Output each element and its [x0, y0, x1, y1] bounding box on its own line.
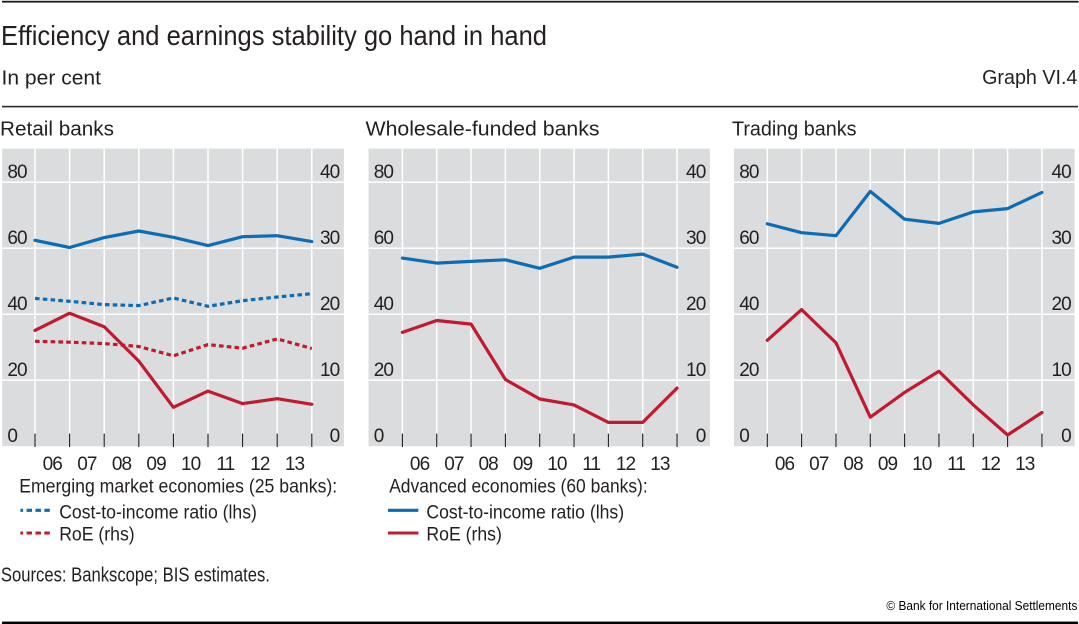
svg-text:80: 80 [374, 162, 394, 183]
svg-text:0: 0 [739, 426, 749, 447]
svg-text:0: 0 [374, 426, 384, 447]
svg-text:Cost-to-income ratio (lhs): Cost-to-income ratio (lhs) [426, 502, 624, 524]
svg-text:40: 40 [320, 162, 340, 183]
svg-text:10: 10 [320, 360, 340, 381]
svg-text:30: 30 [1051, 228, 1071, 249]
svg-text:07: 07 [809, 454, 829, 475]
svg-text:Cost-to-income ratio (lhs): Cost-to-income ratio (lhs) [59, 502, 257, 524]
svg-text:80: 80 [7, 162, 27, 183]
svg-text:13: 13 [1015, 454, 1035, 475]
svg-text:In per cent: In per cent [2, 68, 102, 90]
svg-text:08: 08 [112, 454, 132, 475]
svg-text:80: 80 [739, 162, 759, 183]
svg-text:11: 11 [582, 454, 600, 475]
svg-text:60: 60 [7, 228, 27, 249]
svg-text:30: 30 [686, 228, 706, 249]
svg-text:0: 0 [1061, 426, 1071, 447]
svg-text:RoE (rhs): RoE (rhs) [59, 524, 135, 546]
svg-text:Trading banks: Trading banks [732, 119, 857, 141]
svg-text:Efficiency and earnings stabil: Efficiency and earnings stability go han… [1, 20, 547, 51]
svg-text:40: 40 [686, 162, 706, 183]
svg-text:06: 06 [775, 454, 795, 475]
svg-text:06: 06 [410, 454, 430, 475]
svg-text:20: 20 [320, 294, 340, 315]
svg-text:Emerging market economies (25: Emerging market economies (25 banks): [19, 476, 337, 498]
svg-text:20: 20 [1051, 294, 1071, 315]
svg-text:60: 60 [739, 228, 759, 249]
svg-text:07: 07 [77, 454, 97, 475]
svg-text:0: 0 [696, 426, 706, 447]
svg-text:40: 40 [1051, 162, 1071, 183]
svg-text:12: 12 [616, 454, 636, 475]
svg-text:10: 10 [912, 454, 932, 475]
svg-text:© Bank for International Settl: © Bank for International Settlements [886, 598, 1077, 613]
svg-text:13: 13 [650, 454, 670, 475]
svg-text:40: 40 [374, 294, 394, 315]
svg-text:11: 11 [947, 454, 965, 475]
svg-text:10: 10 [181, 454, 201, 475]
svg-text:Graph VI.4: Graph VI.4 [982, 67, 1077, 89]
svg-text:Advanced economies (60 banks):: Advanced economies (60 banks): [389, 476, 648, 498]
svg-text:60: 60 [374, 228, 394, 249]
svg-text:10: 10 [1051, 360, 1071, 381]
svg-text:09: 09 [878, 454, 898, 475]
svg-text:09: 09 [513, 454, 533, 475]
svg-text:06: 06 [43, 454, 63, 475]
svg-text:08: 08 [843, 454, 863, 475]
svg-text:08: 08 [479, 454, 499, 475]
svg-text:12: 12 [981, 454, 1001, 475]
svg-text:13: 13 [285, 454, 305, 475]
svg-text:12: 12 [250, 454, 270, 475]
svg-text:40: 40 [7, 294, 27, 315]
svg-text:10: 10 [547, 454, 567, 475]
svg-text:0: 0 [7, 426, 17, 447]
svg-text:Sources: Bankscope; BIS estima: Sources: Bankscope; BIS estimates. [1, 565, 270, 587]
svg-text:20: 20 [686, 294, 706, 315]
svg-text:07: 07 [444, 454, 464, 475]
svg-text:10: 10 [686, 360, 706, 381]
svg-text:30: 30 [320, 228, 340, 249]
svg-text:11: 11 [216, 454, 234, 475]
svg-text:Wholesale-funded banks: Wholesale-funded banks [366, 119, 600, 141]
svg-text:RoE (rhs): RoE (rhs) [426, 524, 502, 546]
svg-text:Retail banks: Retail banks [0, 119, 114, 141]
svg-text:20: 20 [374, 360, 394, 381]
svg-text:40: 40 [739, 294, 759, 315]
svg-text:20: 20 [739, 360, 759, 381]
svg-text:20: 20 [7, 360, 27, 381]
svg-text:0: 0 [330, 426, 340, 447]
svg-text:09: 09 [146, 454, 166, 475]
